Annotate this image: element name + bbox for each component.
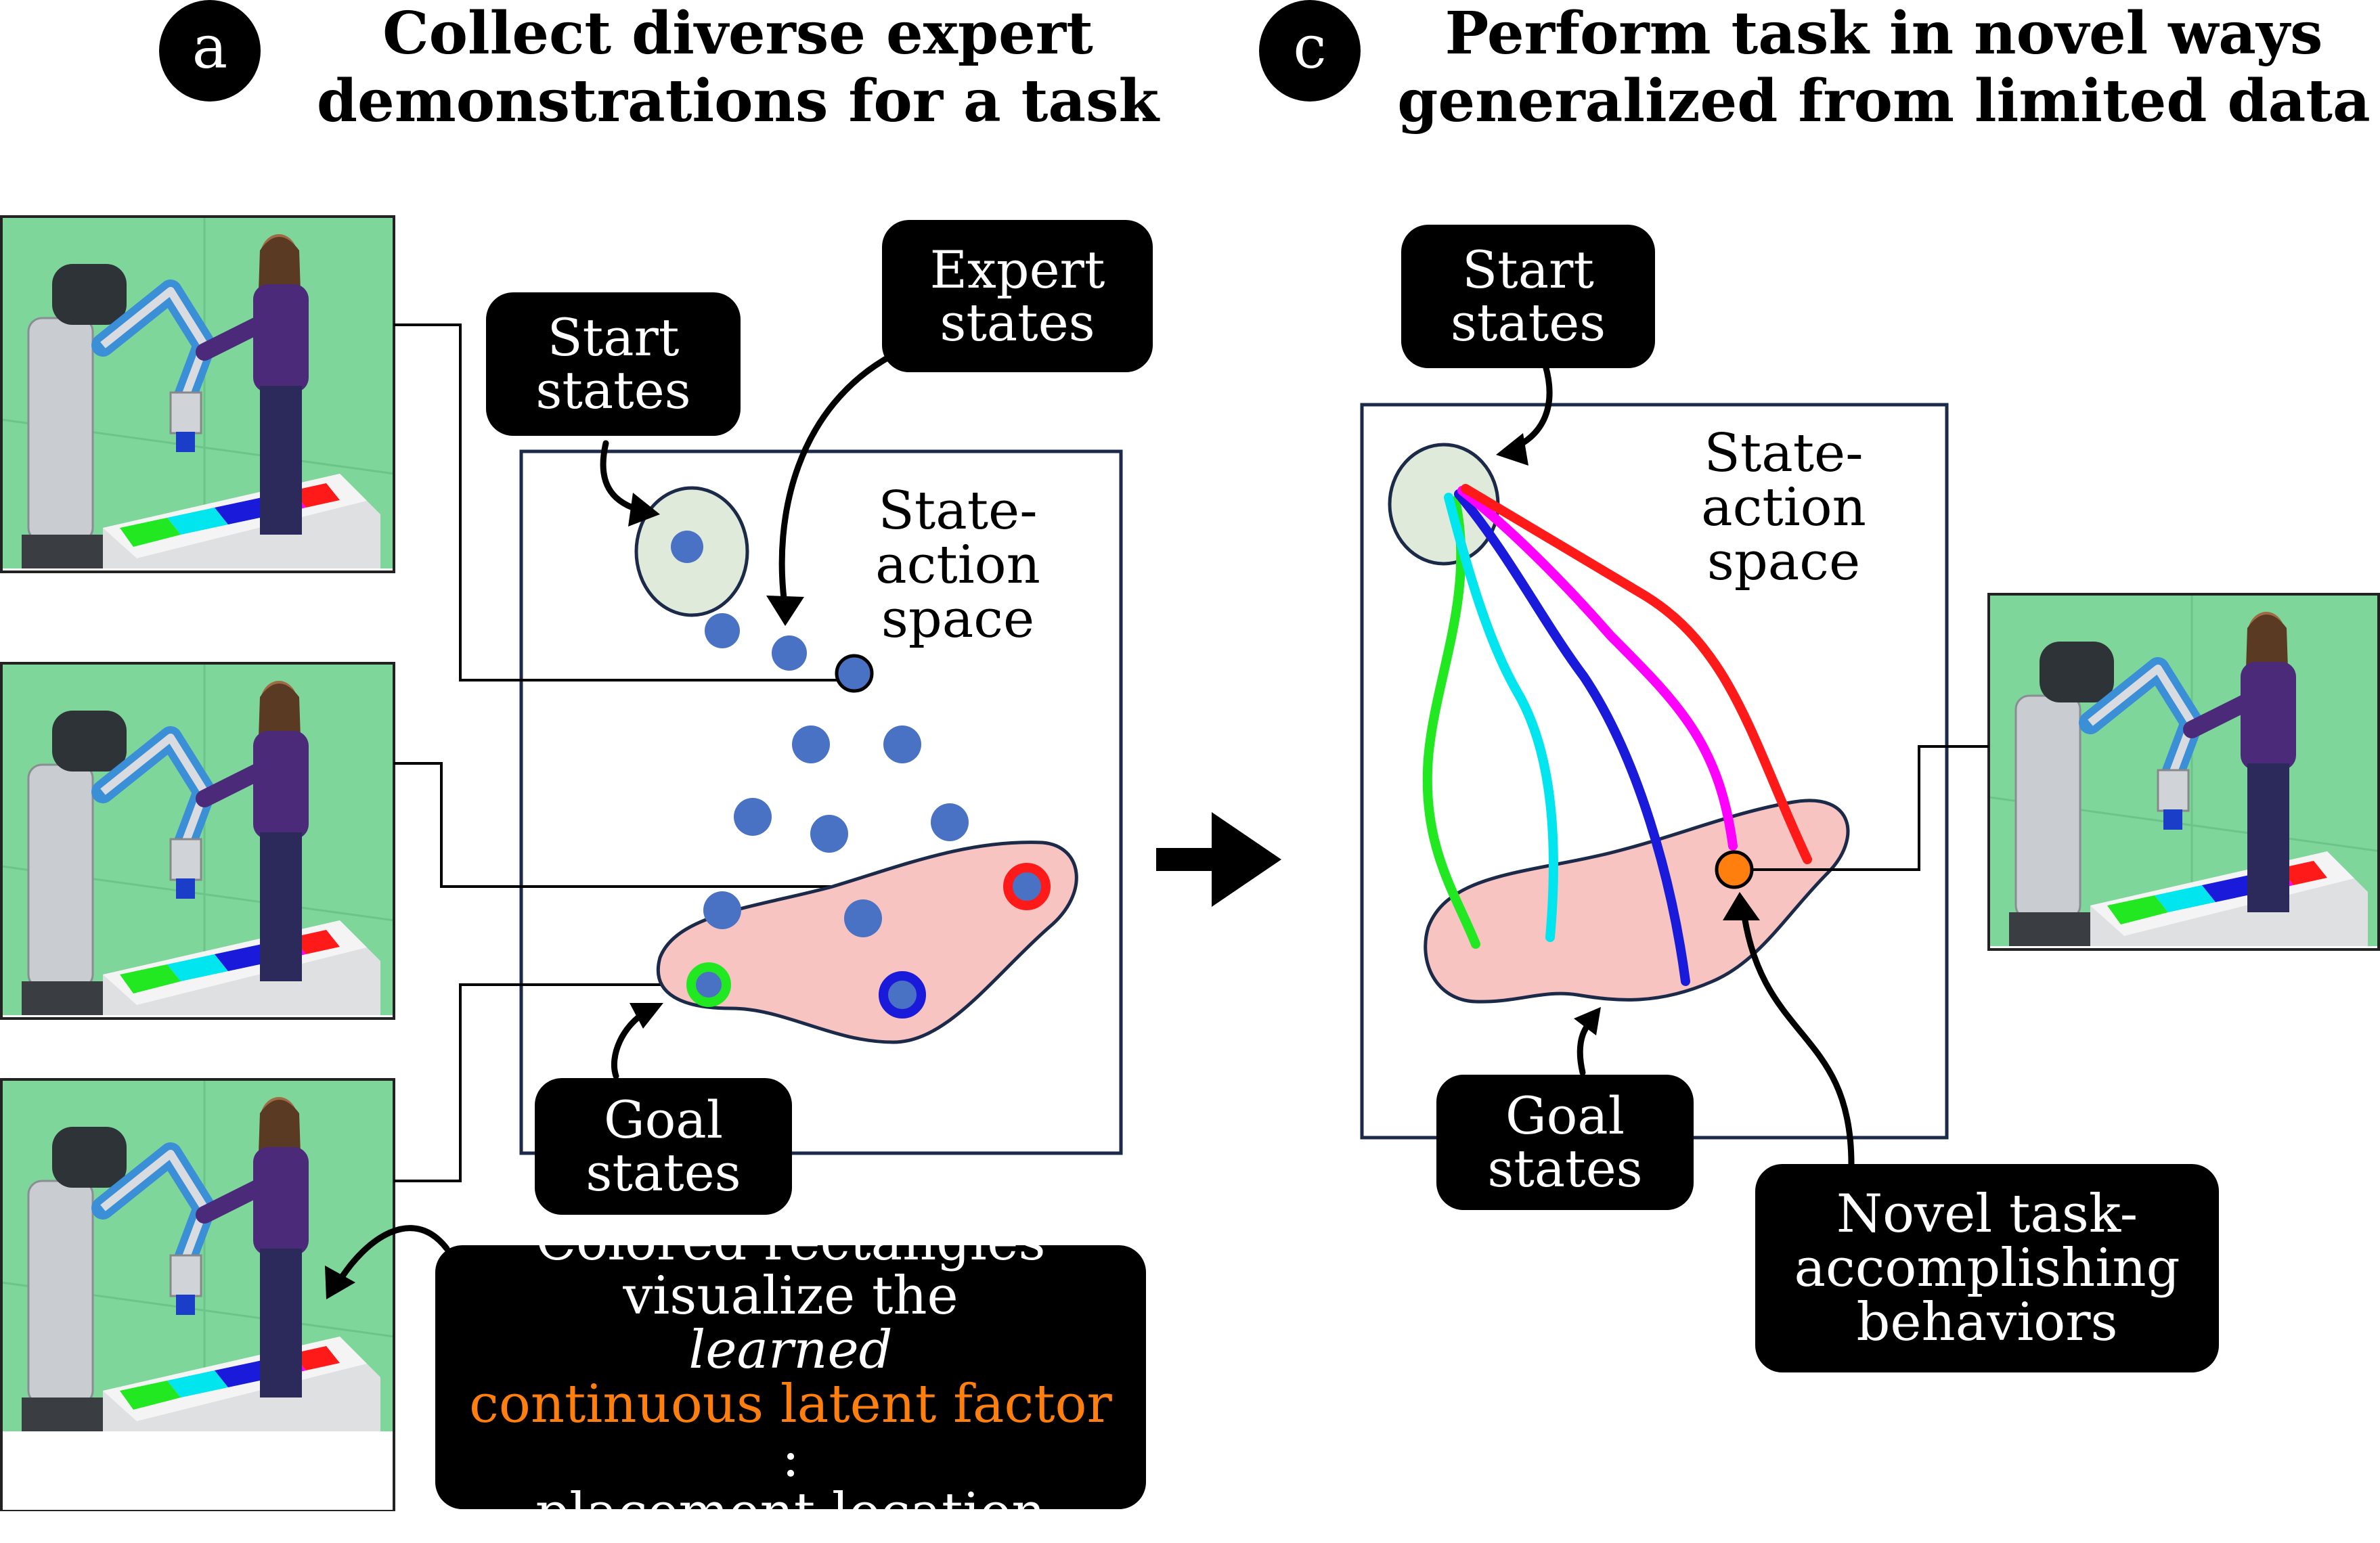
state-dot — [772, 635, 807, 671]
state-dot — [705, 613, 740, 648]
state-dot-highlighted — [835, 654, 874, 693]
state-action-space-box-a — [519, 449, 1123, 1155]
panel-badge-c: c — [1259, 0, 1361, 102]
novel-behaviors-callout-line3: behaviors — [1856, 1292, 2118, 1353]
goal-states-callout-a-line1: Goal — [603, 1090, 724, 1150]
trajectory-cyan — [1444, 493, 1558, 942]
latent-factor-note-line3-suffix: : — [781, 1428, 800, 1489]
novel-behavior-dot — [1715, 850, 1754, 889]
expert-states-callout-line2: states — [940, 292, 1095, 353]
novel-behaviors-callout: Novel task- accomplishing behaviors — [1755, 1164, 2219, 1372]
diagram-canvas — [0, 0, 2380, 1511]
novel-behaviors-callout-line1: Novel task- — [1836, 1184, 2138, 1245]
robot-scene-image-result — [1989, 594, 2380, 949]
state-dot — [931, 803, 969, 841]
trajectory-magenta — [1457, 486, 1738, 851]
latent-factor-note-line4: placement location — [535, 1482, 1046, 1543]
start-states-callout-c-line2: states — [1450, 292, 1606, 353]
goal-region-c — [1424, 799, 1850, 1004]
latent-factor-note-line2-em: learned — [688, 1320, 893, 1381]
novel-behaviors-callout-line2: accomplishing — [1794, 1238, 2180, 1299]
state-dot — [671, 531, 703, 563]
trajectory-green — [1422, 496, 1480, 949]
latent-factor-note-line2: visualize the learned — [469, 1269, 1112, 1377]
state-dot — [792, 725, 830, 763]
panel-title-c-line2: generalized from limited data — [1397, 67, 2371, 135]
start-states-callout-a-line1: Start — [547, 307, 680, 367]
connector-line-3 — [394, 983, 707, 1182]
start-states-callout-a-line2: states — [535, 360, 691, 420]
latent-factor-note-line1: Colored rectangles — [535, 1211, 1046, 1272]
callout-arrows-a — [335, 352, 896, 1286]
state-dot — [703, 891, 741, 929]
connector-line-2 — [394, 762, 1026, 888]
panel-title-a: Collect diverse expert demonstrations fo… — [298, 0, 1178, 135]
start-states-callout-a: Start states — [486, 292, 741, 436]
panel-title-c-line1: Perform task in novel ways — [1445, 0, 2323, 68]
robot-scene-image-1 — [0, 217, 394, 572]
goal-states-callout-c: Goal states — [1436, 1075, 1694, 1210]
state-action-space-label-a-line2: space — [881, 589, 1035, 650]
latent-factor-note-line2-prefix: visualize the — [623, 1266, 958, 1326]
state-dot — [883, 725, 921, 763]
latent-factor-note: Colored rectangles visualize the learned… — [435, 1215, 1146, 1540]
latent-factor-note-line3: continuous latent factor: — [469, 1377, 1112, 1485]
goal-dot-green — [686, 962, 731, 1007]
panel-badge-a: a — [159, 0, 261, 102]
novel-trajectories — [1422, 484, 1812, 986]
goal-states-callout-c-line1: Goal — [1505, 1086, 1625, 1146]
goal-states-callout-c-line2: states — [1487, 1138, 1643, 1199]
expert-states-callout-line1: Expert — [929, 239, 1105, 300]
connector-line-result — [1733, 745, 1989, 871]
goal-dot-blue — [879, 971, 926, 1019]
robot-scene-image-2 — [0, 663, 394, 1019]
goal-dot-red — [1003, 863, 1051, 910]
state-action-space-label-c-line1: State-action — [1701, 423, 1866, 538]
panel-title-c: Perform task in novel ways generalized f… — [1388, 0, 2380, 135]
connector-line-1 — [394, 323, 854, 681]
panel-title-a-line1: Collect diverse expert — [382, 0, 1093, 68]
trajectory-blue — [1454, 489, 1690, 986]
state-dot — [844, 899, 882, 937]
latent-factor-note-accent: continuous latent factor — [469, 1374, 1112, 1435]
trajectory-red — [1461, 484, 1812, 864]
panel-badge-c-label: c — [1293, 12, 1327, 82]
start-states-callout-c-line1: Start — [1462, 240, 1594, 300]
arrow-heads-a — [325, 493, 804, 1299]
panel-transition-arrow — [1156, 812, 1281, 907]
panel-title-a-line2: demonstrations for a task — [316, 67, 1160, 135]
state-action-space-label-c-line2: space — [1706, 531, 1861, 592]
state-dot — [810, 815, 848, 853]
arrow-heads-c — [1496, 433, 1760, 1035]
expert-states-callout: Expert states — [882, 220, 1153, 372]
state-action-space-label-c: State-action space — [1628, 426, 1939, 589]
goal-states-callout-a-line2: states — [586, 1142, 741, 1203]
state-action-space-label-a-line1: State-action — [875, 480, 1040, 596]
robot-scene-image-3 — [0, 1079, 394, 1511]
state-dot — [734, 798, 772, 836]
goal-region-a — [656, 841, 1078, 1044]
goal-states-callout-a: Goal states — [535, 1078, 792, 1215]
state-action-space-label-a: State-action space — [802, 484, 1114, 646]
panel-badge-a-label: a — [192, 12, 228, 82]
start-states-callout-c: Start states — [1401, 225, 1655, 368]
expert-state-dots — [671, 531, 1051, 1019]
